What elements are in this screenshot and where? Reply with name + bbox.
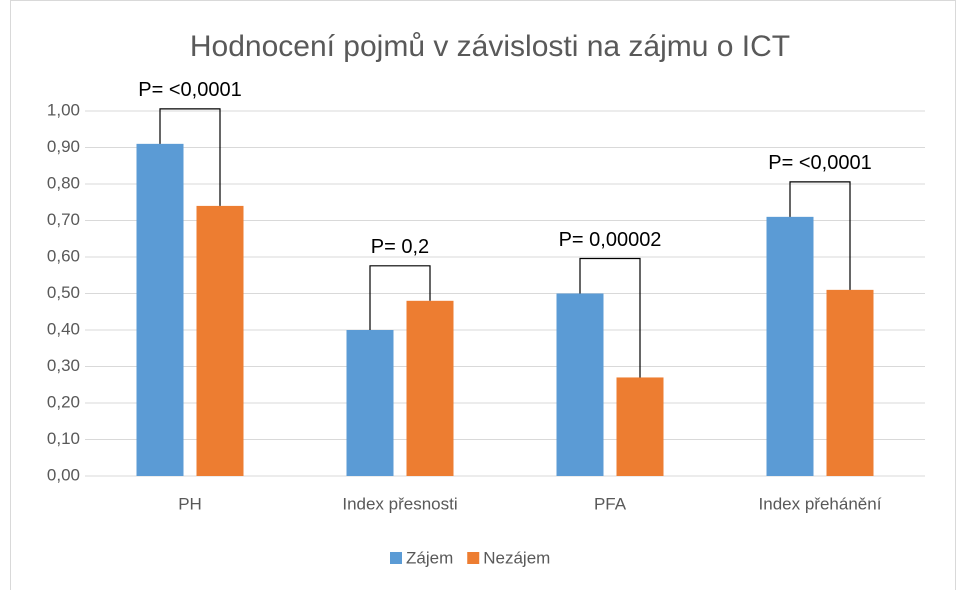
- annotation: P= 0,00002: [559, 229, 662, 251]
- bar: [616, 377, 664, 476]
- y-tick-label: 0,30: [47, 356, 80, 375]
- y-tick-label: 0,70: [47, 210, 80, 229]
- bar: [826, 289, 874, 476]
- annotation: P= <0,0001: [768, 152, 871, 174]
- bracket: [789, 181, 851, 290]
- y-tick-label: 0,00: [47, 465, 80, 484]
- bar: [196, 205, 244, 476]
- legend-swatch: [467, 552, 480, 564]
- bar: [136, 143, 184, 476]
- y-tick-label: 0,60: [47, 246, 80, 265]
- x-tick-label: Index přehánění: [759, 494, 882, 513]
- y-tick-label: 1,00: [47, 100, 80, 119]
- y-tick-label: 0,80: [47, 173, 80, 192]
- legend-label: Nezájem: [483, 548, 550, 567]
- annotation: P= <0,0001: [138, 79, 241, 101]
- x-tick-label: Index přesnosti: [342, 494, 457, 513]
- y-tick-label: 0,50: [47, 283, 80, 302]
- y-tick-label: 0,20: [47, 392, 80, 411]
- annotation: P= 0,2: [371, 236, 429, 258]
- y-tick-label: 0,90: [47, 137, 80, 156]
- bracket: [159, 108, 221, 206]
- legend-swatch: [390, 552, 402, 564]
- y-tick-label: 0,10: [47, 429, 80, 448]
- x-tick-label: PH: [178, 494, 202, 513]
- legend-label: Zájem: [406, 548, 453, 567]
- y-tick-label: 0,40: [47, 319, 80, 338]
- bar: [766, 216, 814, 476]
- bar: [556, 293, 604, 476]
- bar: [406, 300, 454, 476]
- chart-title: Hodnocení pojmů v závislosti na zájmu o …: [190, 30, 790, 63]
- x-tick-label: PFA: [594, 494, 627, 513]
- bar: [346, 330, 394, 476]
- bracket: [579, 257, 641, 378]
- bracket: [369, 265, 431, 330]
